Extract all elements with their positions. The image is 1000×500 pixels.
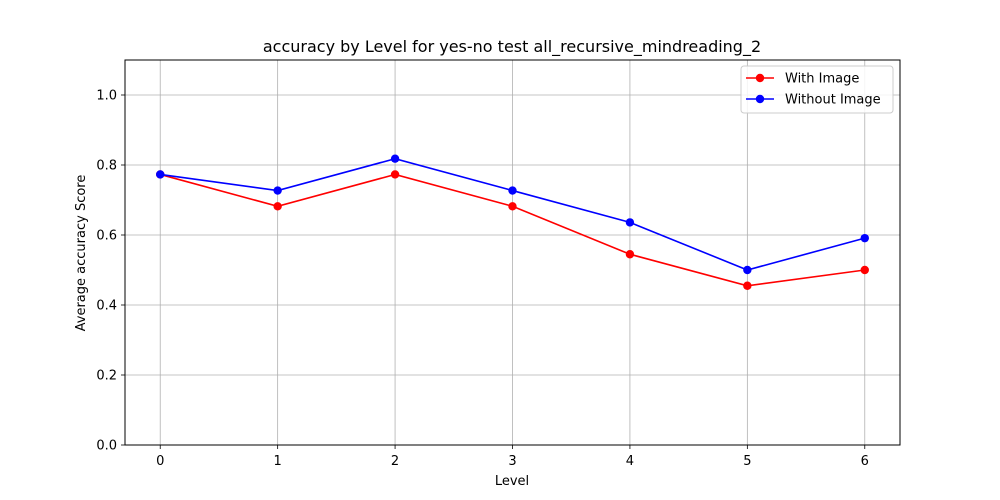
legend-box [740,65,894,114]
data-point-without-image [625,218,635,227]
x-axis-label: Level [495,474,529,489]
x-tick-label: 5 [743,454,751,469]
x-axis-ticks: 0 1 2 3 4 5 6 [156,445,869,469]
y-tick-label: 0.0 [96,439,117,454]
legend-label-with-image: With Image [785,72,859,87]
data-point-with-image [508,202,517,211]
data-point-without-image [156,170,165,179]
chart-title: accuracy by Level for yes-no test all_re… [263,37,761,57]
data-point-with-image [625,250,635,259]
data-point-with-image [860,265,869,275]
x-tick-label: 6 [861,454,869,469]
data-point-with-image [390,170,400,179]
data-point-without-image [860,233,869,243]
data-point-without-image [508,186,517,195]
data-point-without-image [390,154,400,163]
legend-marker-without-image [755,94,765,104]
y-tick-label: 0.8 [96,159,117,174]
data-point-with-image [743,281,752,290]
data-point-without-image [743,265,752,275]
y-axis-ticks: 0.0 0.2 0.4 0.6 0.8 1.0 [96,89,125,454]
series-without-image [156,154,869,275]
data-point-with-image [273,202,282,211]
grid-lines [125,60,900,446]
data-point-without-image [273,186,282,195]
y-tick-label: 0.4 [96,299,117,314]
y-tick-label: 1.0 [96,89,117,104]
x-tick-label: 4 [626,454,634,469]
series-with-image [156,170,869,290]
x-tick-label: 3 [508,454,516,469]
legend: With Image Without Image [740,65,894,114]
x-tick-label: 1 [274,454,282,469]
legend-marker-with-image [755,73,765,83]
series-layer [156,154,869,290]
x-tick-label: 2 [391,454,399,469]
legend-label-without-image: Without Image [785,93,881,108]
x-tick-label: 0 [156,454,164,469]
y-axis-label: Average accuracy Score [74,175,89,332]
y-tick-label: 0.2 [96,369,117,384]
y-tick-label: 0.6 [96,229,117,244]
